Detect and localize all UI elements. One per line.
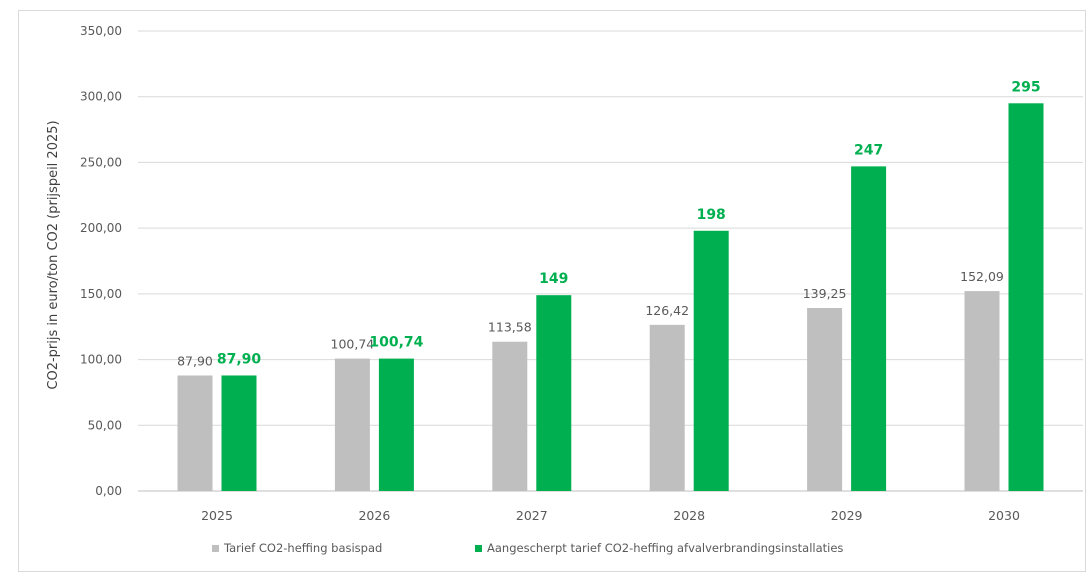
y-tick-label: 350,00 (80, 24, 122, 38)
x-tick-label: 2029 (831, 508, 863, 523)
legend-label: Tarief CO2-heffing basispad (223, 541, 382, 555)
data-label: 198 (697, 207, 726, 223)
y-tick-label: 100,00 (80, 353, 122, 367)
bar-basispad-2029 (807, 307, 843, 491)
data-label: 247 (854, 142, 883, 158)
data-label: 152,09 (960, 269, 1004, 284)
legend-swatch (475, 545, 482, 552)
bar-basispad-2025 (177, 375, 213, 491)
legend-label: Aangescherpt tarief CO2-heffing afvalver… (487, 541, 843, 555)
data-label: 139,25 (803, 286, 847, 301)
bar-aangescherpt-2030 (1008, 103, 1044, 492)
data-label: 126,42 (645, 303, 689, 318)
legend-swatch (212, 545, 219, 552)
y-tick-label: 200,00 (80, 221, 122, 235)
data-label: 87,90 (217, 351, 262, 367)
y-tick-label: 250,00 (80, 155, 122, 169)
x-tick-label: 2026 (358, 508, 390, 523)
data-label: 100,74 (331, 337, 375, 352)
data-label: 100,74 (369, 335, 423, 351)
gridlines (138, 30, 1083, 492)
y-axis-label: CO2-prijs in euro/ton CO2 (prijspeil 202… (46, 120, 61, 389)
bar-aangescherpt-2026 (378, 358, 414, 491)
bar-aangescherpt-2027 (536, 295, 572, 491)
bar-basispad-2028 (649, 324, 685, 491)
bar-aangescherpt-2028 (693, 230, 729, 491)
y-axis-ticks: 0,00 50,00 100,00 150,00 200,00 250,00 300,00 3… (80, 24, 122, 498)
y-tick-label: 150,00 (80, 287, 122, 301)
y-tick-label: 300,00 (80, 90, 122, 104)
x-axis-ticks: 2025 2026 2027 2028 2029 2030 (201, 508, 1020, 523)
bar-basispad-2030 (964, 291, 1000, 491)
bar-basispad-2026 (334, 358, 370, 491)
data-label: 113,58 (488, 320, 532, 335)
y-tick-label: 0,00 (95, 484, 122, 498)
data-label: 149 (539, 271, 568, 287)
bar-aangescherpt-2029 (851, 166, 887, 491)
x-tick-label: 2028 (673, 508, 705, 523)
y-tick-label: 50,00 (88, 418, 122, 432)
x-tick-label: 2025 (201, 508, 233, 523)
bars (177, 103, 1044, 492)
bar-aangescherpt-2025 (221, 375, 257, 491)
x-tick-label: 2030 (988, 508, 1020, 523)
legend: Tarief CO2-heffing basispad Aangescherpt … (212, 541, 843, 555)
x-tick-label: 2027 (516, 508, 548, 523)
data-label: 295 (1011, 79, 1040, 95)
bar-basispad-2027 (492, 341, 528, 491)
data-label: 87,90 (177, 353, 213, 368)
